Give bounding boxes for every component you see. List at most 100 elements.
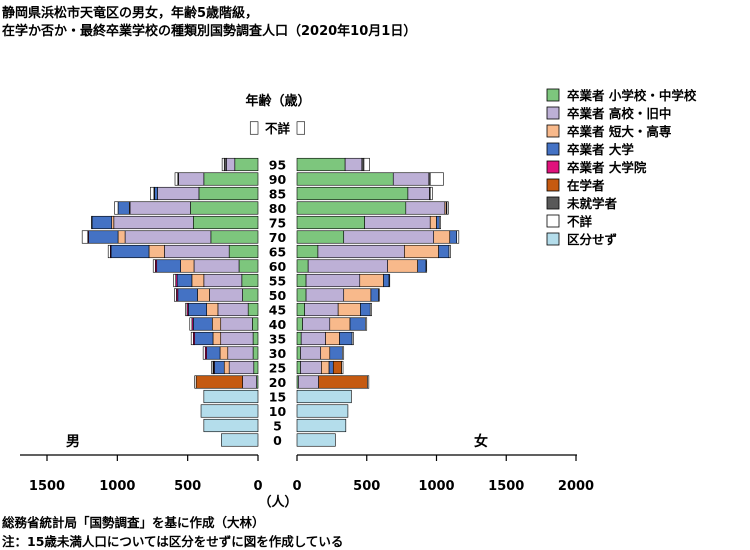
bar-female-75-s7 [438,215,441,230]
bar-male-85-s7 [150,186,155,201]
bar-female-70-s3 [449,230,458,244]
legend-swatch-6 [546,196,560,210]
bar-female-30-s0 [296,346,301,360]
age-label-14: 70 [269,230,287,245]
bar-female-55-s0 [296,273,307,288]
age-label-0: 0 [273,433,282,448]
bar-male-80-s7 [114,201,119,215]
x-axes: 1500 1000 500 0 0 500 1000 1500 2000 [20,454,594,494]
bar-female-55-s1 [305,273,361,288]
bar-male-60-s1 [193,259,240,273]
bar-female-60-s3 [417,259,427,273]
bar-male-50-s1 [209,288,243,302]
bar-male-70-s3 [88,230,119,244]
legend-label-8: 区分せず [567,232,618,247]
bar-male-35-s2 [212,331,222,346]
bar-female-30-s3 [329,346,343,360]
bar-male-50-s0 [242,288,259,302]
age-label-6: 30 [269,346,287,361]
age-label-12: 60 [269,259,287,274]
age-axis-title: 年齢（歳） [245,93,310,109]
bar-male-80-s0 [190,201,259,215]
bar-male-70-s1 [124,230,212,244]
bar-male-30-s7 [202,346,206,360]
bar-male-35-s0 [252,331,259,346]
bar-female-30-s2 [320,346,331,360]
bar-female-85-s7 [429,186,433,201]
bar-male-65-s3 [110,244,150,259]
bar-male-75-s3 [91,215,113,230]
bar-female-35-s0 [296,331,302,346]
bar-male-60-s3 [156,259,181,273]
bar-female-90-s0 [296,172,394,186]
legend-label-3: 卒業者 大学 [567,142,634,157]
bar-female-95-s1 [344,157,363,172]
bar-female-65-s2 [404,244,439,259]
bar-female-50-s2 [343,288,372,302]
x-tick-label-left-1500: 1500 [29,479,65,494]
bar-female-60-s2 [387,259,418,273]
bar-female-20-s1 [298,375,319,389]
bar-female-30-s7 [342,346,345,360]
bar-male-95-s7 [221,157,225,172]
bar-female-25-s7 [341,360,344,375]
age-label-16: 80 [269,201,287,216]
bar-female-70-s0 [296,230,345,244]
bar-female-75-s1 [364,215,431,230]
bar-male-90-s1 [178,172,205,186]
bar-female-50-s1 [305,288,345,302]
pyramid-bars [81,121,460,447]
age-label-1: 5 [273,419,282,434]
bar-female-70-s1 [343,230,435,244]
bar-male-85-s0 [198,186,259,201]
x-tick-label-left-1000: 1000 [99,479,135,494]
bar-male-60-s0 [238,259,259,273]
bar-female-40-s7 [365,317,368,331]
bar-male-90-s0 [203,172,259,186]
x-tick-label-left-500: 500 [174,479,201,494]
bar-female-5-s8 [296,418,347,433]
bar-male-60-s7 [152,259,156,273]
bar-male-45-s1 [217,302,249,317]
bar-male-70-s0 [210,230,259,244]
bar-male-5-s8 [203,418,259,433]
bar-male-35-s3 [194,331,214,346]
age-label-13: 65 [269,245,286,260]
age-label-11: 55 [269,274,286,289]
bar-male-70-s2 [117,230,126,244]
legend-label-4: 卒業者 大学院 [567,160,647,175]
bar-male-30-s0 [252,346,259,360]
bar-female-45-s1 [304,302,339,317]
legend-label-2: 卒業者 短大・高専 [567,124,672,139]
bar-male-90-s7 [174,172,179,186]
bar-female-85-s0 [296,186,409,201]
age-label-2: 10 [269,404,287,419]
bar-female-40-s1 [302,317,331,331]
age-label-5: 25 [269,361,286,376]
bar-male-25-s1 [228,360,255,375]
bar-female-20-s7 [367,375,370,389]
legend-label-1: 卒業者 高校・旧中 [567,106,671,121]
bar-male-45-s3 [188,302,207,317]
bar-male-75-s0 [192,215,259,230]
bar-male-85-s1 [157,186,200,201]
bar-female-30-s1 [300,346,322,360]
bar-male-10-s8 [200,404,259,418]
female-label: 女 [474,433,488,450]
bar-female-35-s2 [325,331,340,346]
bar-male-15-s8 [203,389,259,404]
bar-male-65-s2 [148,244,165,259]
x-tick-label-right-1000: 1000 [418,479,454,494]
legend-swatch-3 [546,142,560,156]
bar-male-0-s8 [221,433,259,447]
bar-female-25-s5 [332,360,342,375]
bar-male-50-s3 [177,288,198,302]
age-label-3: 15 [269,390,286,405]
x-tick-label-right-0: 0 [292,479,301,494]
bar-male-55-s3 [176,273,193,288]
bar-male-55-s2 [191,273,205,288]
bar-female-10-s8 [296,404,349,418]
bar-female-60-s0 [296,259,309,273]
